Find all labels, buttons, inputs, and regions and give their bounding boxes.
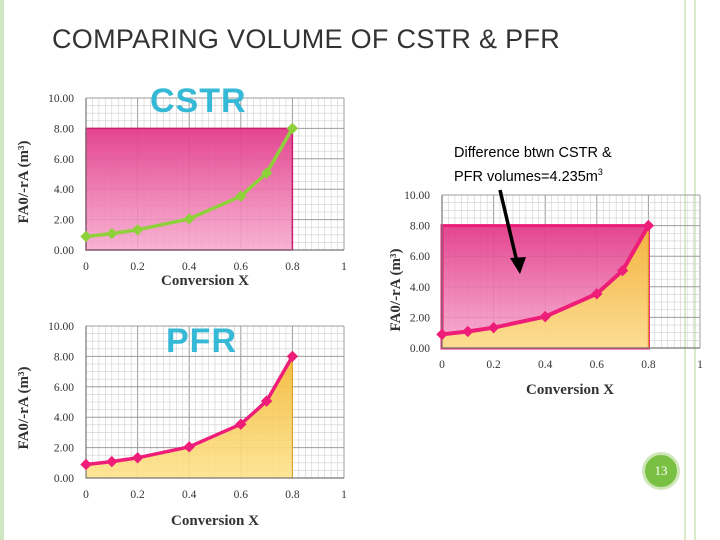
- data-point: [131, 224, 144, 236]
- x-tick-label: 1: [341, 261, 347, 273]
- data-point: [539, 310, 551, 323]
- y-axis-title: FA0/-rA (m³): [16, 141, 32, 224]
- data-point: [487, 321, 500, 334]
- x-tick-label: 0.8: [641, 359, 656, 371]
- page-number-badge: 13: [642, 452, 680, 490]
- chart-cstr: 0 0.2 0.4 0.6 0.8 10.002.004.006.008.0010.00C…: [16, 93, 347, 289]
- chart-pfr: 0 0.2 0.4 0.6 0.8 10.002.004.006.008.0010.00C…: [16, 321, 347, 529]
- x-tick-label: 0.2: [486, 359, 501, 371]
- y-tick-label: 10.00: [48, 321, 74, 333]
- data-point: [131, 452, 144, 464]
- x-tick-label: 0.6: [234, 489, 249, 501]
- data-point: [436, 328, 448, 341]
- x-tick-label: 0.4: [182, 261, 197, 273]
- y-tick-label: 2.00: [54, 443, 74, 455]
- data-point: [260, 167, 273, 179]
- cstr-plot-label: CSTR: [150, 82, 247, 120]
- data-point: [642, 219, 655, 232]
- y-tick-label: 4.00: [54, 184, 74, 196]
- y-tick-label: 0.00: [54, 245, 74, 257]
- data-point: [80, 458, 92, 471]
- data-point: [106, 227, 118, 240]
- data-point: [286, 122, 299, 135]
- data-point: [106, 455, 118, 468]
- y-tick-label: 10.00: [48, 93, 74, 105]
- x-tick-label: 0.4: [182, 489, 197, 501]
- x-tick-label: 0: [83, 261, 89, 273]
- data-point: [616, 264, 629, 277]
- y-axis-title: FA0/-rA (m³): [388, 249, 404, 332]
- x-tick-label: 0.8: [285, 489, 300, 501]
- y-tick-label: 2.00: [410, 312, 430, 324]
- data-point: [80, 230, 92, 243]
- arrow-head: [510, 257, 526, 274]
- x-tick-label: 0.2: [130, 261, 145, 273]
- x-tick-label: 0.8: [285, 261, 300, 273]
- arrow-shaft: [498, 189, 519, 263]
- y-tick-label: 0.00: [54, 473, 74, 485]
- data-point: [462, 325, 474, 338]
- x-tick-label: 1: [341, 489, 347, 501]
- x-axis-title: Conversion X: [161, 273, 249, 289]
- data-point: [235, 190, 247, 202]
- data-point: [183, 441, 195, 453]
- data-point: [235, 418, 247, 430]
- slide-border-right-outer: [694, 0, 696, 540]
- y-tick-label: 0.00: [410, 343, 430, 355]
- y-axis-title: FA0/-rA (m³): [16, 367, 32, 450]
- x-tick-label: 0.6: [234, 261, 249, 273]
- annotation-line-2: PFR volumes=4.235m: [454, 168, 598, 185]
- x-tick-label: 0.4: [538, 359, 553, 371]
- y-tick-label: 6.00: [54, 382, 74, 394]
- y-tick-label: 8.00: [54, 123, 74, 135]
- x-tick-label: 0: [83, 489, 89, 501]
- x-axis-title: Conversion X: [526, 382, 614, 398]
- annotation-superscript: 3: [597, 167, 603, 177]
- x-tick-label: 0: [439, 359, 445, 371]
- annotation-arrow: [498, 189, 526, 274]
- volume-difference-annotation: Difference btwn CSTR & PFR volumes=4.235…: [454, 144, 684, 187]
- pfr-plot-label: PFR: [166, 322, 237, 360]
- slide-border-right: [684, 0, 686, 540]
- slide-title: COMPARING VOLUME OF CSTR & PFR: [52, 24, 561, 54]
- annotation-line-1: Difference btwn CSTR &: [454, 145, 612, 161]
- x-tick-label: 0.6: [590, 359, 605, 371]
- y-tick-label: 6.00: [410, 251, 430, 263]
- y-tick-label: 10.00: [404, 190, 430, 202]
- slide-border-left: [0, 0, 4, 540]
- x-tick-label: 1: [697, 359, 703, 371]
- x-axis-title: Conversion X: [171, 513, 259, 529]
- y-tick-label: 2.00: [54, 215, 74, 227]
- data-point: [183, 213, 195, 225]
- data-point: [591, 288, 603, 300]
- y-tick-label: 8.00: [410, 221, 430, 233]
- y-tick-label: 6.00: [54, 154, 74, 166]
- data-point: [260, 395, 273, 407]
- y-tick-label: 4.00: [54, 412, 74, 424]
- y-tick-label: 4.00: [410, 282, 430, 294]
- x-tick-label: 0.2: [130, 489, 145, 501]
- chart-comparison: 0 0.2 0.4 0.6 0.8 10.002.004.006.008.0010.00C…: [388, 190, 703, 398]
- y-tick-label: 8.00: [54, 351, 74, 363]
- data-point: [286, 350, 299, 363]
